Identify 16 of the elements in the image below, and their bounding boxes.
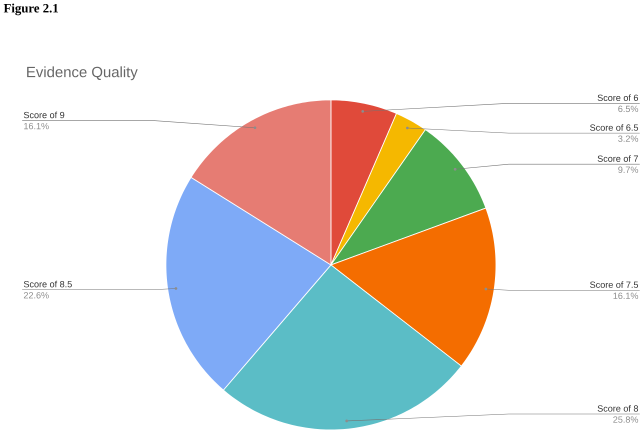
data-label: 3.2%: [618, 135, 638, 142]
data-label: 22.6%: [24, 292, 49, 298]
slice-label: Score of 7.5: [590, 281, 638, 288]
data-label: 6.5%: [618, 105, 638, 112]
caption: Figure 2.1: [4, 3, 58, 16]
slice-label: Score of 8: [598, 404, 638, 412]
data-label: 25.8%: [613, 416, 638, 423]
data-label: 16.1%: [24, 122, 49, 130]
data-label: 9.7%: [618, 166, 638, 173]
slice-label: Score of 8.5: [24, 280, 72, 288]
slice-label: Score of 7: [598, 155, 638, 162]
chart-title: Evidence Quality: [27, 66, 138, 80]
slice-label: Score of 6.5: [590, 124, 638, 131]
slice-label: Score of 9: [24, 111, 64, 118]
data-label: 16.1%: [613, 292, 638, 299]
slice-label: Score of 6: [598, 94, 638, 101]
